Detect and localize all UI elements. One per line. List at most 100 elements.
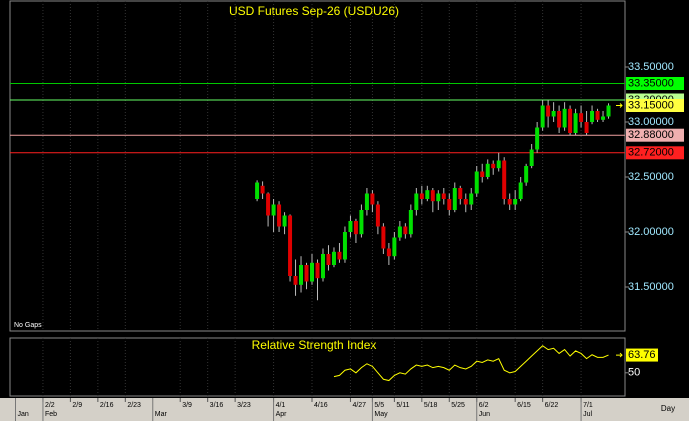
candle-body [590, 111, 595, 122]
candle-body [331, 251, 336, 265]
candle-body [403, 226, 408, 235]
month-label: Mar [155, 411, 168, 418]
month-label: Jan [17, 411, 28, 418]
candle-body [326, 254, 331, 265]
candle-body [480, 171, 485, 177]
candle-body [282, 215, 287, 227]
x-tick-label: 4/1 [276, 402, 286, 409]
candle-body [425, 190, 430, 199]
y-tick-label: 31.50000 [628, 281, 674, 293]
month-label: May [374, 411, 388, 418]
level-label-box [626, 99, 684, 112]
candle-body [524, 166, 529, 183]
x-tick-label: 3/9 [182, 402, 192, 409]
level-label: 32.72000 [628, 147, 674, 159]
candle-body [359, 210, 364, 235]
level-label-box [626, 77, 684, 90]
rsi-label-box [626, 348, 658, 362]
candle-body [348, 221, 353, 232]
candle-body [337, 251, 342, 260]
rsi-last-label: 63.76 [628, 349, 656, 361]
x-tick-label: 3/16 [210, 402, 224, 409]
candle-body [375, 204, 380, 227]
level-label-box [626, 146, 684, 160]
x-tick-label: 2/23 [127, 402, 141, 409]
candle-body [469, 193, 474, 205]
candle-body [529, 149, 534, 166]
month-label: Feb [45, 411, 57, 418]
y-tick-label: 32.50000 [628, 171, 674, 183]
candle-body [392, 237, 397, 257]
level-label: 32.88000 [628, 129, 674, 141]
level-arrow [616, 103, 623, 108]
candle-body [271, 204, 276, 216]
candle-body [288, 215, 293, 276]
candle-body [320, 254, 325, 279]
x-tick-label: 2/16 [100, 402, 114, 409]
level-label: 33.15000 [628, 99, 674, 111]
x-tick-label: 7/1 [583, 402, 593, 409]
x-tick-label: 2/9 [72, 402, 82, 409]
month-label: Apr [276, 411, 288, 418]
y-tick-label: 32.00000 [628, 226, 674, 238]
candle-body [496, 160, 501, 169]
candle-body [458, 188, 463, 199]
candle-body [474, 171, 479, 194]
x-tick-label: 5/5 [374, 402, 384, 409]
candle-body [260, 185, 265, 194]
annotation: No Gaps [14, 322, 42, 329]
candle-body [342, 232, 347, 260]
candle-body [584, 122, 589, 133]
candle-body [513, 199, 518, 205]
candle-body [386, 248, 391, 257]
x-tick-label: 6/22 [545, 402, 559, 409]
x-tick-label: 4/27 [352, 402, 366, 409]
candle-body [304, 265, 309, 282]
candle-body [601, 116, 606, 120]
x-tick-label: 6/2 [479, 402, 489, 409]
rsi-y-tick-label: 50 [628, 367, 640, 379]
rsi-title: Relative Strength Index [252, 338, 377, 352]
candle-body [606, 105, 611, 117]
candle-body [436, 193, 441, 202]
x-axis-band [0, 398, 689, 421]
x-axis-label: Day [661, 404, 675, 413]
candle-body [310, 262, 315, 282]
candle-body [419, 193, 424, 199]
candle-body [551, 111, 556, 117]
candle-body [447, 199, 452, 210]
level-label-box [626, 128, 684, 142]
candle-body [299, 265, 304, 285]
candle-body [441, 193, 446, 199]
candle-body [518, 182, 523, 199]
x-tick-label: 5/18 [424, 402, 438, 409]
month-label: Jul [583, 411, 592, 418]
candle-body [463, 199, 468, 205]
x-tick-label: 3/23 [237, 402, 251, 409]
candle-body [397, 226, 402, 238]
candle-body [315, 262, 320, 279]
candle-body [557, 111, 562, 128]
candle-body [491, 163, 496, 169]
candle-body [430, 190, 435, 202]
candle-body [507, 199, 512, 205]
candle-body [370, 193, 375, 205]
x-tick-label: 5/25 [451, 402, 465, 409]
candle-body [255, 182, 260, 199]
candle-body [266, 193, 271, 216]
candle-body [502, 160, 507, 199]
y-tick-label: 33.00000 [628, 116, 674, 128]
candle-body [568, 108, 573, 133]
candle-body [353, 221, 358, 235]
x-tick-label: 5/11 [396, 402, 409, 409]
y-tick-label: 33.50000 [628, 61, 674, 73]
x-tick-label: 4/16 [314, 402, 328, 409]
candle-body [540, 105, 545, 128]
month-label: Jun [479, 411, 490, 418]
candle-body [414, 193, 419, 210]
candle-body [452, 188, 457, 210]
candle-body [485, 163, 490, 177]
level-label: 33.35000 [628, 77, 674, 89]
